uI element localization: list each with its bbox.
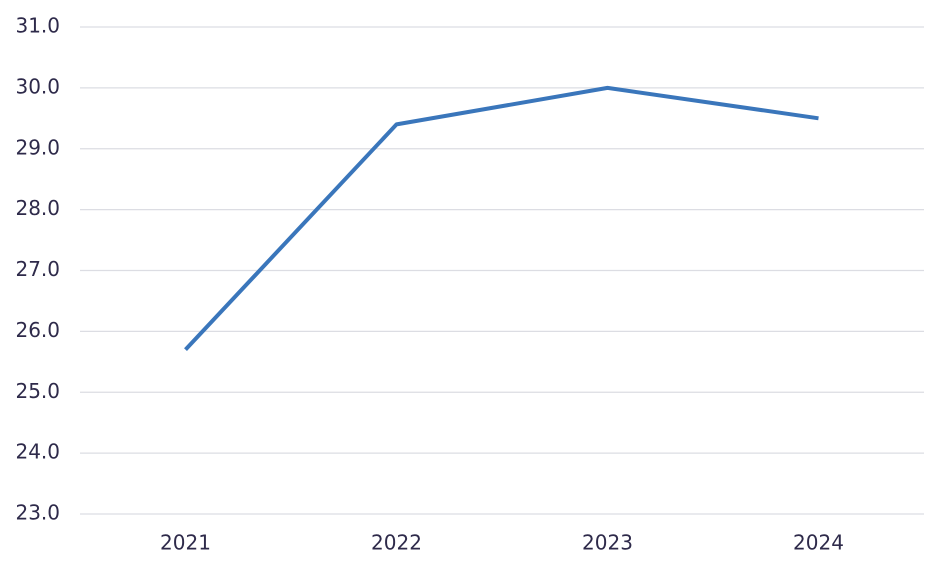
- x-tick-label: 2023: [582, 531, 633, 555]
- data-line: [184, 85, 819, 352]
- y-tick-label: 27.0: [15, 257, 60, 281]
- y-tick-label: 28.0: [15, 196, 60, 220]
- x-tick-label: 2022: [371, 531, 422, 555]
- y-tick-label: 24.0: [15, 440, 60, 464]
- y-tick-label: 26.0: [15, 318, 60, 342]
- y-tick-label: 29.0: [15, 135, 60, 159]
- y-tick-label: 23.0: [15, 501, 60, 525]
- y-tick-label: 25.0: [15, 379, 60, 403]
- x-tick-label: 2024: [793, 531, 844, 555]
- y-tick-label: 30.0: [15, 74, 60, 98]
- x-tick-label: 2021: [160, 531, 211, 555]
- y-tick-label: 31.0: [15, 14, 60, 38]
